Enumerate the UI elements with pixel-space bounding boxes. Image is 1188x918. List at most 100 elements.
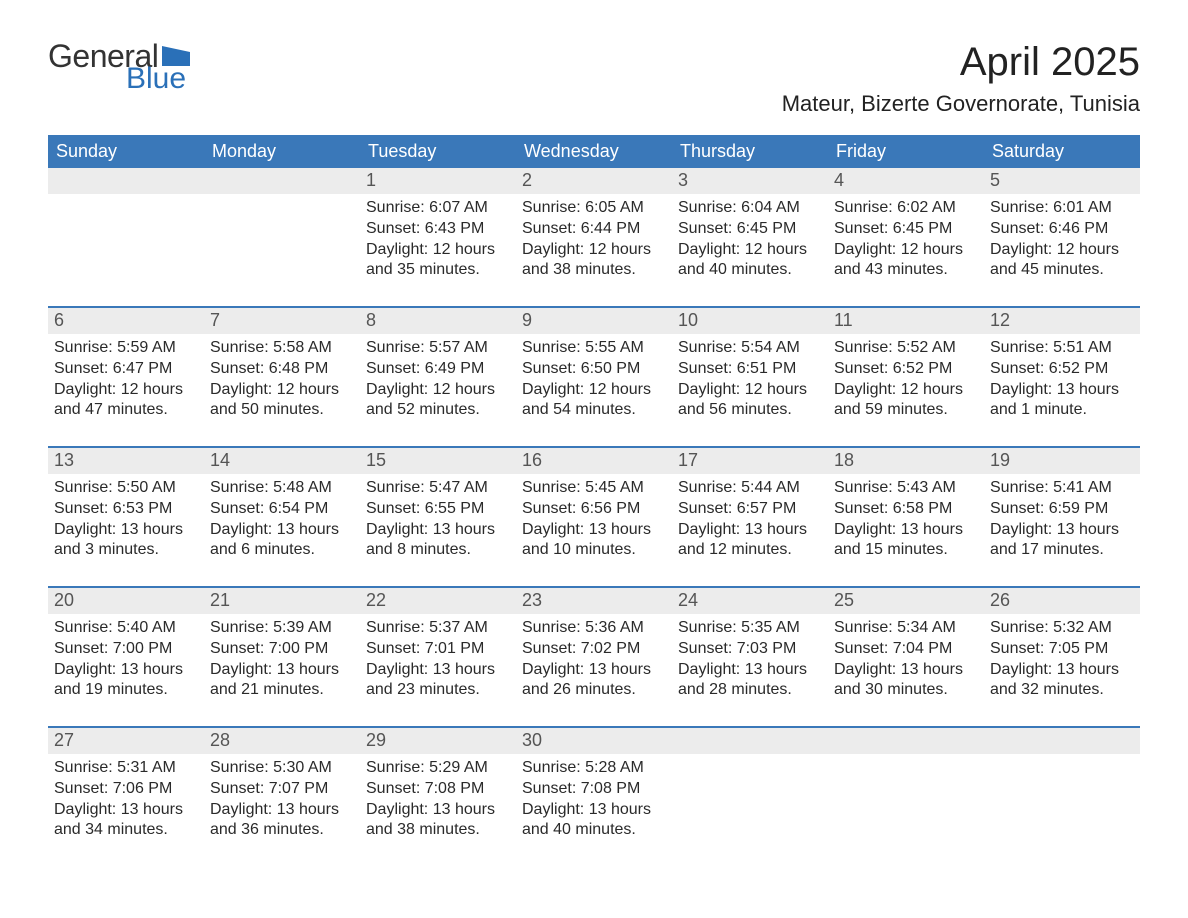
sunset-text: Sunset: 7:07 PM xyxy=(210,779,354,800)
brand-logo: General Blue xyxy=(48,40,190,94)
sunset-text: Sunset: 6:57 PM xyxy=(678,499,822,520)
sunrise-text: Sunrise: 5:31 AM xyxy=(54,758,198,779)
daylight-text: Daylight: 13 hours and 8 minutes. xyxy=(366,520,510,562)
day-body: Sunrise: 5:41 AMSunset: 6:59 PMDaylight:… xyxy=(984,474,1140,564)
day-body xyxy=(672,754,828,844)
page-title: April 2025 xyxy=(782,40,1140,85)
calendar-day: 26Sunrise: 5:32 AMSunset: 7:05 PMDayligh… xyxy=(984,588,1140,704)
dow-header-cell: Monday xyxy=(204,135,360,168)
sunset-text: Sunset: 6:51 PM xyxy=(678,359,822,380)
sunrise-text: Sunrise: 6:05 AM xyxy=(522,198,666,219)
calendar-day: 10Sunrise: 5:54 AMSunset: 6:51 PMDayligh… xyxy=(672,308,828,424)
day-body: Sunrise: 5:30 AMSunset: 7:07 PMDaylight:… xyxy=(204,754,360,844)
daylight-text: Daylight: 12 hours and 35 minutes. xyxy=(366,240,510,282)
calendar-day: 24 Sunrise: 5:35 AMSunset: 7:03 PMDayligh… xyxy=(672,588,828,704)
day-number: 12 xyxy=(984,308,1140,334)
calendar-day: 11Sunrise: 5:52 AMSunset: 6:52 PMDayligh… xyxy=(828,308,984,424)
sunrise-text: Sunrise: 5:44 AM xyxy=(678,478,822,499)
sunrise-text: Sunrise: 6:04 AM xyxy=(678,198,822,219)
day-number: 2 xyxy=(516,168,672,194)
dow-header-cell: Thursday xyxy=(672,135,828,168)
sunrise-text: Sunrise: 6:02 AM xyxy=(834,198,978,219)
day-body: Sunrise: 5:34 AMSunset: 7:04 PMDaylight:… xyxy=(828,614,984,704)
daylight-text: Daylight: 12 hours and 43 minutes. xyxy=(834,240,978,282)
sunrise-text: Sunrise: 5:48 AM xyxy=(210,478,354,499)
sunrise-text: Sunrise: 6:01 AM xyxy=(990,198,1134,219)
day-body: Sunrise: 5:47 AMSunset: 6:55 PMDaylight:… xyxy=(360,474,516,564)
sunrise-text: Sunrise: 5:52 AM xyxy=(834,338,978,359)
day-number: 26 xyxy=(984,588,1140,614)
day-body xyxy=(48,194,204,284)
calendar-day: 30Sunrise: 5:28 AMSunset: 7:08 PMDayligh… xyxy=(516,728,672,844)
calendar-day: 6Sunrise: 5:59 AMSunset: 6:47 PMDaylight… xyxy=(48,308,204,424)
calendar-day: 15Sunrise: 5:47 AMSunset: 6:55 PMDayligh… xyxy=(360,448,516,564)
sunrise-text: Sunrise: 5:39 AM xyxy=(210,618,354,639)
sunrise-text: Sunrise: 5:58 AM xyxy=(210,338,354,359)
daylight-text: Daylight: 13 hours and 23 minutes. xyxy=(366,660,510,702)
sunrise-text: Sunrise: 5:30 AM xyxy=(210,758,354,779)
sunset-text: Sunset: 6:53 PM xyxy=(54,499,198,520)
daylight-text: Daylight: 13 hours and 6 minutes. xyxy=(210,520,354,562)
sunrise-text: Sunrise: 5:37 AM xyxy=(366,618,510,639)
sunset-text: Sunset: 7:08 PM xyxy=(522,779,666,800)
daylight-text: Daylight: 12 hours and 40 minutes. xyxy=(678,240,822,282)
page-subtitle: Mateur, Bizerte Governorate, Tunisia xyxy=(782,91,1140,117)
brand-word-blue: Blue xyxy=(126,64,190,94)
day-number: 25 xyxy=(828,588,984,614)
day-number: 30 xyxy=(516,728,672,754)
day-number xyxy=(204,168,360,194)
calendar-day xyxy=(672,728,828,844)
sunrise-text: Sunrise: 5:40 AM xyxy=(54,618,198,639)
day-number: 17 xyxy=(672,448,828,474)
day-body: Sunrise: 6:01 AMSunset: 6:46 PMDaylight:… xyxy=(984,194,1140,284)
calendar-day xyxy=(48,168,204,284)
day-number xyxy=(48,168,204,194)
sunrise-text: Sunrise: 5:36 AM xyxy=(522,618,666,639)
calendar-week: 20Sunrise: 5:40 AMSunset: 7:00 PMDayligh… xyxy=(48,586,1140,704)
sunrise-text: Sunrise: 5:57 AM xyxy=(366,338,510,359)
day-body: Sunrise: 5:45 AMSunset: 6:56 PMDaylight:… xyxy=(516,474,672,564)
daylight-text: Daylight: 13 hours and 12 minutes. xyxy=(678,520,822,562)
day-number: 19 xyxy=(984,448,1140,474)
daylight-text: Daylight: 12 hours and 50 minutes. xyxy=(210,380,354,422)
day-body: Sunrise: 5:57 AMSunset: 6:49 PMDaylight:… xyxy=(360,334,516,424)
sunrise-text: Sunrise: 5:35 AM xyxy=(678,618,822,639)
day-body: Sunrise: 5:29 AMSunset: 7:08 PMDaylight:… xyxy=(360,754,516,844)
calendar-week: 13Sunrise: 5:50 AMSunset: 6:53 PMDayligh… xyxy=(48,446,1140,564)
sunset-text: Sunset: 7:08 PM xyxy=(366,779,510,800)
day-body: Sunrise: 6:02 AMSunset: 6:45 PMDaylight:… xyxy=(828,194,984,284)
day-body: Sunrise: 5:36 AMSunset: 7:02 PMDaylight:… xyxy=(516,614,672,704)
day-body: Sunrise: 6:05 AMSunset: 6:44 PMDaylight:… xyxy=(516,194,672,284)
sunset-text: Sunset: 7:03 PM xyxy=(678,639,822,660)
day-body: Sunrise: 5:52 AMSunset: 6:52 PMDaylight:… xyxy=(828,334,984,424)
calendar-day: 18Sunrise: 5:43 AMSunset: 6:58 PMDayligh… xyxy=(828,448,984,564)
sunset-text: Sunset: 6:56 PM xyxy=(522,499,666,520)
sunset-text: Sunset: 6:47 PM xyxy=(54,359,198,380)
calendar-day: 25Sunrise: 5:34 AMSunset: 7:04 PMDayligh… xyxy=(828,588,984,704)
day-number: 9 xyxy=(516,308,672,334)
day-number: 7 xyxy=(204,308,360,334)
daylight-text: Daylight: 12 hours and 47 minutes. xyxy=(54,380,198,422)
daylight-text: Daylight: 13 hours and 28 minutes. xyxy=(678,660,822,702)
day-number: 24 xyxy=(672,588,828,614)
calendar-day: 16Sunrise: 5:45 AMSunset: 6:56 PMDayligh… xyxy=(516,448,672,564)
day-body: Sunrise: 5:55 AMSunset: 6:50 PMDaylight:… xyxy=(516,334,672,424)
sunrise-text: Sunrise: 5:59 AM xyxy=(54,338,198,359)
day-number: 22 xyxy=(360,588,516,614)
daylight-text: Daylight: 12 hours and 59 minutes. xyxy=(834,380,978,422)
dow-header-cell: Saturday xyxy=(984,135,1140,168)
day-number: 11 xyxy=(828,308,984,334)
sunset-text: Sunset: 6:48 PM xyxy=(210,359,354,380)
day-number: 29 xyxy=(360,728,516,754)
calendar-day: 28Sunrise: 5:30 AMSunset: 7:07 PMDayligh… xyxy=(204,728,360,844)
day-body: Sunrise: 5:54 AMSunset: 6:51 PMDaylight:… xyxy=(672,334,828,424)
sunrise-text: Sunrise: 5:51 AM xyxy=(990,338,1134,359)
daylight-text: Daylight: 13 hours and 21 minutes. xyxy=(210,660,354,702)
dow-header-cell: Tuesday xyxy=(360,135,516,168)
sunrise-text: Sunrise: 5:41 AM xyxy=(990,478,1134,499)
sunrise-text: Sunrise: 5:47 AM xyxy=(366,478,510,499)
calendar-day: 9Sunrise: 5:55 AMSunset: 6:50 PMDaylight… xyxy=(516,308,672,424)
day-number: 8 xyxy=(360,308,516,334)
daylight-text: Daylight: 13 hours and 32 minutes. xyxy=(990,660,1134,702)
sunset-text: Sunset: 6:54 PM xyxy=(210,499,354,520)
